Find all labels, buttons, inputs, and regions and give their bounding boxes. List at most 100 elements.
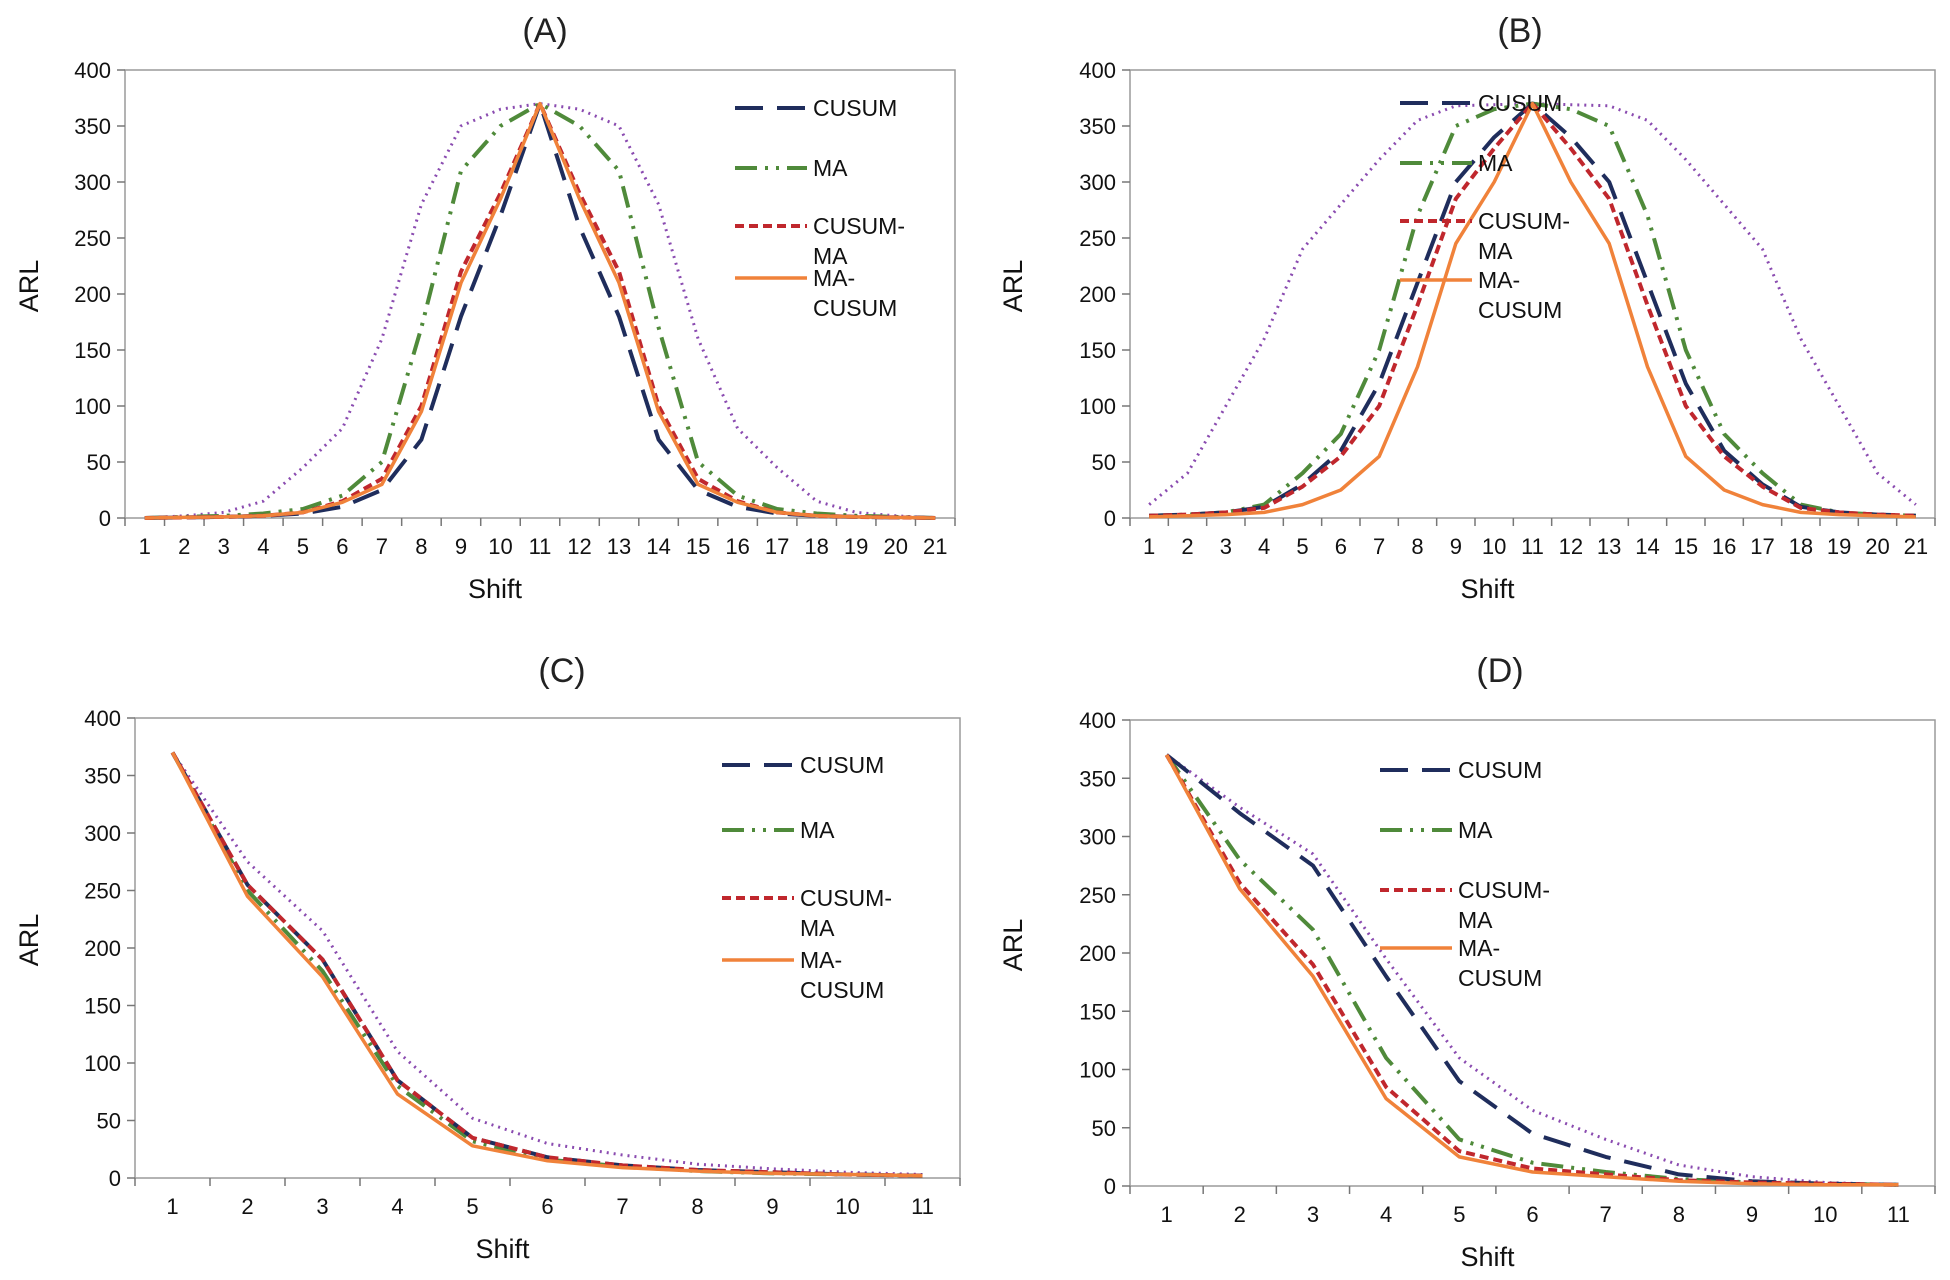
x-tick-label: 7 [1373, 534, 1385, 559]
x-tick-label: 13 [1597, 534, 1621, 559]
y-tick-label: 50 [1092, 1116, 1116, 1141]
series-line-cusum-ma [1149, 101, 1916, 518]
y-tick-label: 300 [74, 170, 111, 195]
legend-label-ma: MA [1458, 817, 1493, 843]
x-tick-label: 18 [804, 534, 828, 559]
legend-label-cusum-ma: CUSUM-MA [1478, 208, 1570, 264]
legend-label-cusum: CUSUM [800, 752, 884, 778]
x-tick-label: 19 [844, 534, 868, 559]
plot-area [124, 69, 956, 519]
legend-label-cusum-ma: CUSUM-MA [800, 885, 892, 941]
x-tick-label: 3 [218, 534, 230, 559]
panel-title: (C) [538, 652, 585, 690]
legend-label-cusum-ma: CUSUM-MA [1458, 877, 1550, 933]
y-tick-label: 100 [1079, 1058, 1116, 1083]
legend-label-cusum: CUSUM [813, 95, 897, 121]
series-line-ma [1164, 753, 1899, 1187]
x-axis-title: Shift [1460, 1242, 1515, 1272]
x-tick-label: 20 [1865, 534, 1889, 559]
x-tick-label: 18 [1789, 534, 1813, 559]
y-tick-label: 250 [74, 226, 111, 251]
x-tick-label: 8 [691, 1194, 703, 1219]
x-tick-label: 11 [1887, 1202, 1910, 1227]
x-axis-title: Shift [468, 574, 523, 604]
x-tick-label: 19 [1827, 534, 1851, 559]
legend-label-ma: MA [813, 155, 848, 181]
x-tick-label: 21 [923, 534, 947, 559]
panel-title: (A) [522, 12, 567, 50]
x-tick-label: 5 [466, 1194, 478, 1219]
x-tick-label: 8 [415, 534, 427, 559]
series-line-ma [144, 101, 936, 520]
x-tick-label: 2 [241, 1194, 253, 1219]
x-tick-label: 5 [1296, 534, 1308, 559]
y-tick-label: 0 [1104, 506, 1116, 531]
x-tick-label: 8 [1411, 534, 1423, 559]
x-tick-label: 11 [911, 1194, 934, 1219]
series-line-cusum [1165, 753, 1899, 1187]
y-tick-label: 300 [84, 821, 121, 846]
panel-title: (B) [1497, 12, 1542, 50]
series-line-unlabeled [1165, 753, 1899, 1187]
y-tick-label: 150 [74, 338, 111, 363]
y-axis-title: ARL [14, 914, 44, 967]
y-tick-label: 150 [1079, 338, 1116, 363]
y-tick-label: 50 [1092, 450, 1116, 475]
x-axis-title: Shift [475, 1234, 530, 1264]
y-tick-label: 350 [1079, 114, 1116, 139]
x-tick-label: 10 [835, 1194, 859, 1219]
x-tick-label: 2 [1181, 534, 1193, 559]
y-tick-label: 400 [1079, 58, 1116, 83]
x-tick-label: 15 [686, 534, 710, 559]
x-tick-label: 9 [1746, 1202, 1758, 1227]
x-tick-label: 4 [257, 534, 269, 559]
x-tick-label: 6 [1335, 534, 1347, 559]
x-tick-label: 2 [1234, 1202, 1246, 1227]
y-tick-label: 300 [1079, 825, 1116, 850]
x-tick-label: 15 [1674, 534, 1698, 559]
x-tick-label: 8 [1673, 1202, 1685, 1227]
x-tick-label: 17 [1750, 534, 1774, 559]
y-tick-label: 50 [87, 450, 111, 475]
series-line-ma-cusum [1165, 754, 1899, 1187]
x-tick-label: 10 [1813, 1202, 1837, 1227]
series-line-ma-cusum [144, 101, 936, 520]
y-tick-label: 300 [1079, 170, 1116, 195]
x-tick-label: 20 [883, 534, 907, 559]
x-tick-label: 6 [336, 534, 348, 559]
y-axis-title: ARL [998, 919, 1028, 972]
x-tick-label: 7 [376, 534, 388, 559]
legend-label-ma-cusum: MA-CUSUM [1478, 267, 1562, 323]
y-tick-label: 350 [1079, 766, 1116, 791]
y-tick-label: 400 [1079, 708, 1116, 733]
x-tick-label: 7 [616, 1194, 628, 1219]
x-tick-label: 5 [297, 534, 309, 559]
y-tick-label: 150 [84, 994, 121, 1019]
x-tick-label: 13 [607, 534, 631, 559]
x-tick-label: 4 [1380, 1202, 1392, 1227]
x-tick-label: 2 [178, 534, 190, 559]
legend-label-ma: MA [1478, 150, 1513, 176]
plot-area [1129, 69, 1936, 519]
x-tick-label: 11 [1521, 534, 1544, 559]
y-tick-label: 0 [99, 506, 111, 531]
x-tick-label: 6 [1526, 1202, 1538, 1227]
x-tick-label: 5 [1453, 1202, 1465, 1227]
series-line-ma-cusum [1149, 101, 1916, 519]
y-tick-label: 350 [84, 764, 121, 789]
legend-label-cusum: CUSUM [1458, 757, 1542, 783]
y-axis-title: ARL [14, 260, 44, 313]
y-tick-label: 50 [97, 1109, 121, 1134]
x-tick-label: 16 [1712, 534, 1736, 559]
panel-d: (D) 0 50 100 150 200 250 300 350 400 1 2 3 4 5 6 7 8 9 10 11… [998, 652, 1936, 1272]
y-tick-label: 100 [74, 394, 111, 419]
y-tick-label: 0 [1104, 1174, 1116, 1199]
legend-label-ma-cusum: MA-CUSUM [813, 265, 897, 321]
x-tick-label: 1 [166, 1194, 178, 1219]
y-tick-label: 100 [84, 1051, 121, 1076]
legend-label-cusum-ma: CUSUM-MA [813, 213, 905, 269]
x-tick-label: 14 [646, 534, 670, 559]
legend-label-cusum: CUSUM [1478, 90, 1562, 116]
x-axis-title: Shift [1460, 574, 1515, 604]
